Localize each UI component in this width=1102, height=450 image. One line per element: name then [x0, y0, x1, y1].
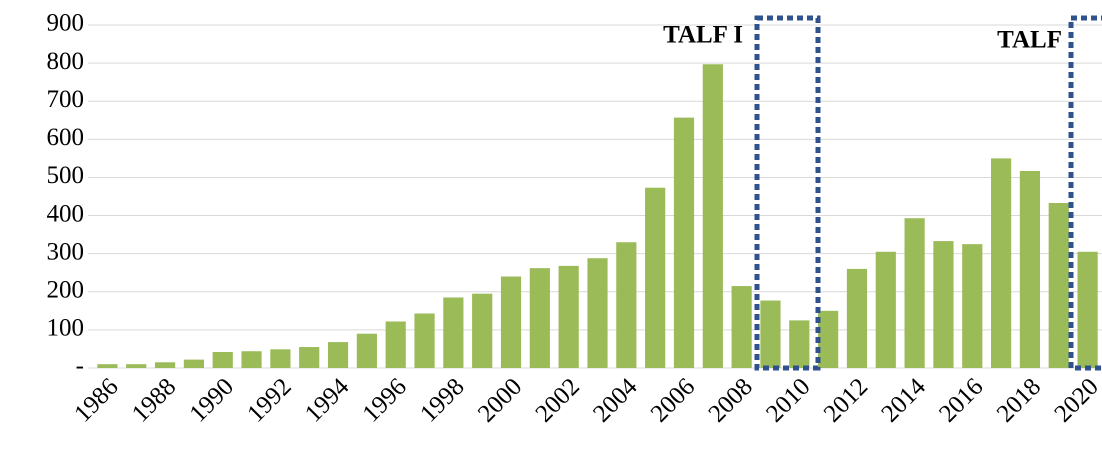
- x-tick-label: 1996: [358, 373, 412, 427]
- y-tick-label: 800: [47, 48, 85, 75]
- bar: [1019, 170, 1041, 368]
- bar: [616, 242, 637, 368]
- bar: [789, 320, 810, 368]
- bar: [1077, 251, 1098, 368]
- bar: [356, 333, 377, 368]
- bar: [183, 359, 204, 368]
- bar: [875, 251, 896, 368]
- bar: [472, 293, 493, 368]
- x-tick-label: 2010: [761, 373, 815, 427]
- bar: [212, 351, 233, 368]
- x-tick-label: 2018: [992, 373, 1046, 427]
- x-tick-label: 1992: [242, 373, 296, 427]
- bar: [385, 321, 406, 368]
- bar: [818, 310, 839, 368]
- bar: [97, 364, 118, 368]
- bar: [731, 286, 752, 368]
- y-tick-label: 200: [47, 277, 85, 304]
- y-tick-label: -: [76, 353, 84, 380]
- x-tick-label: 2008: [703, 373, 757, 427]
- y-tick-label: 500: [47, 162, 85, 189]
- annotation: TALF: [997, 27, 1062, 54]
- bar: [645, 187, 666, 368]
- x-tick-label: 2000: [473, 373, 527, 427]
- y-tick-label: 100: [47, 315, 85, 342]
- x-tick-label: 1988: [127, 373, 181, 427]
- bar: [991, 158, 1012, 368]
- talf-i-box: [754, 15, 821, 371]
- x-tick-label: 1994: [300, 373, 355, 428]
- x-tick-label: 2012: [819, 373, 873, 427]
- bar: [587, 258, 608, 368]
- bar: [443, 297, 464, 368]
- y-tick-label: 300: [47, 238, 85, 265]
- bar: [154, 362, 176, 368]
- bar: [241, 351, 262, 368]
- grid: [88, 24, 1102, 369]
- bar: [962, 244, 983, 368]
- bar: [760, 300, 781, 368]
- bar: [558, 265, 579, 368]
- y-tick-label: 600: [47, 124, 85, 151]
- bar: [270, 349, 291, 368]
- x-tick-label: 2016: [934, 373, 988, 427]
- annotation: TALF I: [663, 22, 743, 49]
- bar: [126, 364, 147, 368]
- x-tick-label: 1990: [185, 373, 239, 427]
- bar: [414, 313, 435, 368]
- x-tick-label: 2006: [646, 373, 700, 427]
- bar: [702, 64, 723, 368]
- x-tick-label: 1986: [69, 373, 123, 427]
- bar: [933, 241, 954, 368]
- bar: [904, 218, 925, 368]
- talf-box: [1068, 15, 1102, 371]
- bars: [97, 64, 1098, 368]
- bar: [327, 342, 349, 368]
- x-tick-label: 2004: [588, 373, 643, 428]
- bar: [529, 268, 550, 368]
- y-tick-label: 700: [47, 86, 85, 113]
- bar: [1048, 202, 1069, 368]
- x-tick-label: 2014: [876, 373, 931, 428]
- x-tick-label: 1998: [415, 373, 469, 427]
- y-tick-label: 400: [47, 200, 85, 227]
- bar: [846, 268, 868, 368]
- y-tick-label: 900: [47, 10, 85, 37]
- bar: [299, 347, 320, 368]
- x-tick-label: 2002: [531, 373, 585, 427]
- bar: [673, 117, 695, 368]
- bar: [500, 276, 522, 368]
- x-tick-label: 2020: [1049, 373, 1102, 427]
